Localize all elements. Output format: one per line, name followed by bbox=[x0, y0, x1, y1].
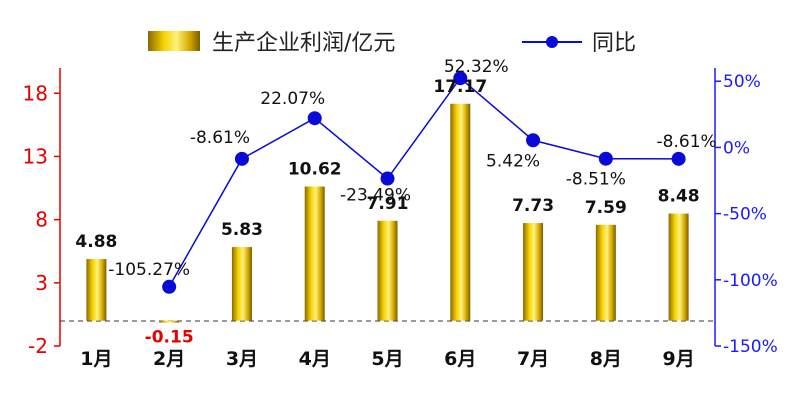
bar bbox=[377, 220, 398, 321]
bar-value-label: 5.83 bbox=[221, 220, 263, 240]
category-label: 3月 bbox=[226, 348, 258, 370]
category-label: 5月 bbox=[371, 348, 403, 370]
legend: 生产企业利润/亿元 同比 bbox=[148, 31, 636, 56]
line-point bbox=[598, 151, 613, 166]
category-label: 1月 bbox=[80, 348, 112, 370]
legend-line-marker bbox=[546, 36, 558, 48]
bar bbox=[231, 247, 252, 321]
left-tick-label: -2 bbox=[28, 334, 48, 358]
right-axis-ticks: -150% -100% -50% 0% 50% bbox=[715, 72, 778, 357]
right-tick-label: -150% bbox=[723, 337, 778, 357]
bar bbox=[450, 103, 471, 321]
line-point bbox=[671, 151, 686, 166]
line-value-label: 52.32% bbox=[444, 57, 509, 77]
category-label: 6月 bbox=[444, 348, 476, 370]
legend-bar-label: 生产企业利润/亿元 bbox=[212, 31, 395, 56]
bar bbox=[159, 320, 180, 323]
category-labels: 1月 2月 3月 4月 5月 6月 7月 8月 9月 bbox=[80, 348, 694, 370]
bar bbox=[668, 213, 689, 321]
bar-value-label: 7.73 bbox=[512, 196, 554, 216]
legend-bar-swatch bbox=[148, 31, 200, 51]
line-value-label: -8.61% bbox=[657, 132, 717, 152]
bar-labels: 4.88 -0.15 5.83 10.62 7.91 17.17 7.73 7.59 8.48 bbox=[75, 77, 699, 348]
line-point bbox=[307, 111, 322, 126]
category-label: 7月 bbox=[517, 348, 549, 370]
line-value-label: -8.61% bbox=[190, 128, 250, 148]
category-label: 2月 bbox=[153, 348, 185, 370]
line-value-label: -8.51% bbox=[566, 170, 626, 190]
line-point bbox=[380, 171, 395, 186]
bars bbox=[86, 103, 689, 323]
category-label: 8月 bbox=[590, 348, 622, 370]
line-series bbox=[162, 71, 686, 294]
right-tick-label: -50% bbox=[723, 205, 767, 225]
line-value-label: 5.42% bbox=[486, 151, 540, 171]
left-tick-label: 18 bbox=[23, 81, 48, 105]
line-value-label: -105.27% bbox=[108, 260, 190, 280]
bar-value-label: 4.88 bbox=[75, 232, 117, 252]
line-point bbox=[526, 133, 541, 148]
bar bbox=[523, 223, 544, 321]
left-axis-ticks: -2 3 8 13 18 bbox=[23, 81, 60, 358]
bar-value-label: 7.91 bbox=[367, 194, 409, 214]
category-label: 9月 bbox=[662, 348, 694, 370]
bar-value-label: 17.17 bbox=[433, 77, 487, 97]
right-tick-label: 50% bbox=[723, 72, 761, 92]
bar bbox=[304, 186, 325, 321]
line-point bbox=[162, 279, 177, 294]
left-tick-label: 3 bbox=[35, 271, 48, 295]
right-tick-label: 0% bbox=[723, 138, 750, 158]
bar-value-label: -0.15 bbox=[145, 328, 194, 348]
left-tick-label: 8 bbox=[35, 208, 48, 232]
line-path bbox=[168, 77, 679, 288]
line-labels: -105.27% -8.61% 22.07% -23.49% 52.32% 5.42% -8… bbox=[108, 57, 716, 280]
line-point bbox=[453, 71, 468, 86]
bar bbox=[86, 259, 107, 321]
right-tick-label: -100% bbox=[723, 271, 778, 291]
bar-value-label: 7.59 bbox=[585, 198, 627, 218]
line-value-label: -23.49% bbox=[340, 186, 411, 206]
bar-value-label: 8.48 bbox=[658, 187, 700, 207]
category-label: 4月 bbox=[299, 348, 331, 370]
line-value-label: 22.07% bbox=[260, 89, 325, 109]
line-point bbox=[234, 151, 249, 166]
bar-value-label: 10.62 bbox=[288, 160, 342, 180]
bar bbox=[595, 224, 616, 321]
left-tick-label: 13 bbox=[23, 144, 48, 168]
legend-line-label: 同比 bbox=[592, 31, 636, 56]
